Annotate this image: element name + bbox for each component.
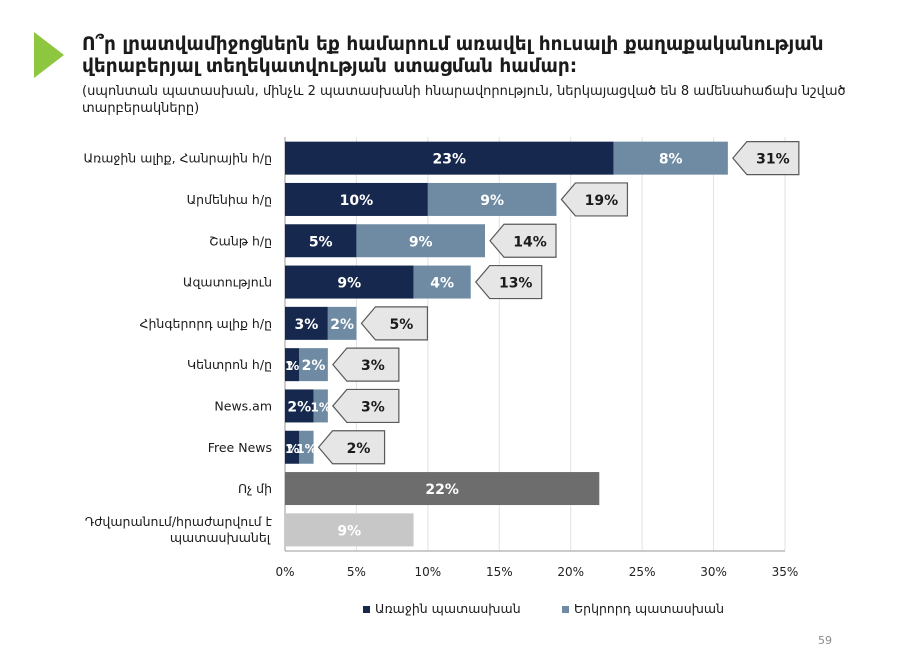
x-tick-label: 20% (557, 565, 584, 579)
x-tick-label: 0% (275, 565, 294, 579)
bar-second-answer (327, 306, 357, 340)
total-callout (317, 430, 386, 465)
total-callout (474, 264, 543, 300)
bar-second-answer (299, 430, 314, 464)
category-label: Առաջին ալիք, Հանրային հ/ը (84, 151, 272, 166)
total-value-label: 19% (585, 193, 619, 209)
category-label: Արմենիա հ/ը (187, 192, 272, 207)
bar-first-answer (285, 472, 600, 506)
total-callout (732, 141, 800, 176)
total-callout (489, 223, 557, 258)
total-callout (332, 347, 400, 382)
bar-value-label: 10% (340, 193, 374, 209)
total-value-label: 5% (390, 317, 414, 333)
x-tick-label: 15% (486, 565, 513, 579)
total-callout (360, 306, 429, 341)
bar-first-answer (285, 389, 314, 423)
bar-second-answer (313, 389, 328, 423)
total-value-label: 14% (513, 234, 547, 250)
chart-title: Ո՞ր լրատվամիջոցներն եք համարում առավել հ… (82, 34, 824, 77)
category-label: Հինգերորդ ալիք հ/ը (140, 316, 272, 331)
bar-value-label: 2% (302, 358, 326, 374)
bar-second-answer (299, 348, 328, 382)
bar-value-label: 9% (337, 276, 361, 292)
category-label: Ոչ մի (238, 481, 272, 496)
bar-value-label: 4% (430, 276, 454, 292)
total-value-label: 3% (361, 399, 385, 415)
legend-swatch-first (363, 606, 370, 613)
bar-value-label: 23% (433, 152, 467, 168)
bar-first-answer (285, 306, 328, 340)
total-value-label: 31% (756, 152, 790, 168)
bar-first-answer (285, 513, 414, 547)
category-label: Ազատություն (183, 275, 272, 290)
bar-second-answer (613, 141, 728, 175)
bar-first-answer (285, 430, 300, 464)
x-tick-label: 5% (347, 565, 366, 579)
bar-second-answer (356, 224, 485, 258)
bar-second-answer (413, 265, 471, 299)
total-callout (560, 182, 629, 217)
bar-value-label: 9% (480, 193, 504, 209)
bar-value-label: 9% (337, 523, 361, 539)
page-number: 59 (818, 634, 832, 647)
legend-swatch-second (562, 606, 569, 613)
bar-first-answer (285, 348, 300, 382)
bar-value-label: 1% (311, 400, 331, 414)
bar-value-label: 8% (659, 152, 683, 168)
bar-second-answer (427, 182, 557, 216)
bar-first-answer (285, 182, 428, 216)
category-label: պատասխանել (170, 530, 271, 545)
bar-value-label: 1% (285, 442, 299, 456)
bar-first-answer (285, 141, 614, 175)
total-value-label: 3% (361, 358, 385, 374)
chart-subtitle: (սպոնտան պատասխան, մինչև 2 պատասխանի հնա… (82, 84, 846, 116)
bar-first-answer (285, 265, 414, 299)
category-label: Դժվարանում/հրաժարվում է (85, 514, 273, 529)
total-callout (332, 388, 400, 424)
category-label: Կենտրոն հ/ը (187, 357, 272, 372)
bar-value-label: 1% (285, 359, 299, 373)
bar-value-label: 1% (296, 442, 316, 456)
category-label: News.am (214, 398, 272, 413)
legend-label: Առաջին պատասխան (375, 601, 521, 616)
x-tick-label: 30% (700, 565, 727, 579)
x-tick-label: 35% (772, 565, 799, 579)
x-tick-label: 25% (629, 565, 656, 579)
bar-value-label: 22% (425, 482, 459, 498)
bar-value-label: 3% (295, 317, 319, 333)
total-value-label: 2% (347, 441, 371, 457)
green-arrow-icon (34, 32, 64, 78)
category-label: Free News (208, 440, 272, 455)
bar-first-answer (285, 224, 357, 258)
total-value-label: 13% (499, 276, 533, 292)
x-tick-label: 10% (415, 565, 442, 579)
bar-value-label: 9% (409, 234, 433, 250)
category-label: Շանթ հ/ը (209, 233, 272, 248)
bar-value-label: 5% (309, 234, 333, 250)
bar-value-label: 2% (330, 317, 354, 333)
bar-value-label: 2% (287, 399, 311, 415)
legend-label: Երկրորդ պատասխան (574, 601, 724, 616)
